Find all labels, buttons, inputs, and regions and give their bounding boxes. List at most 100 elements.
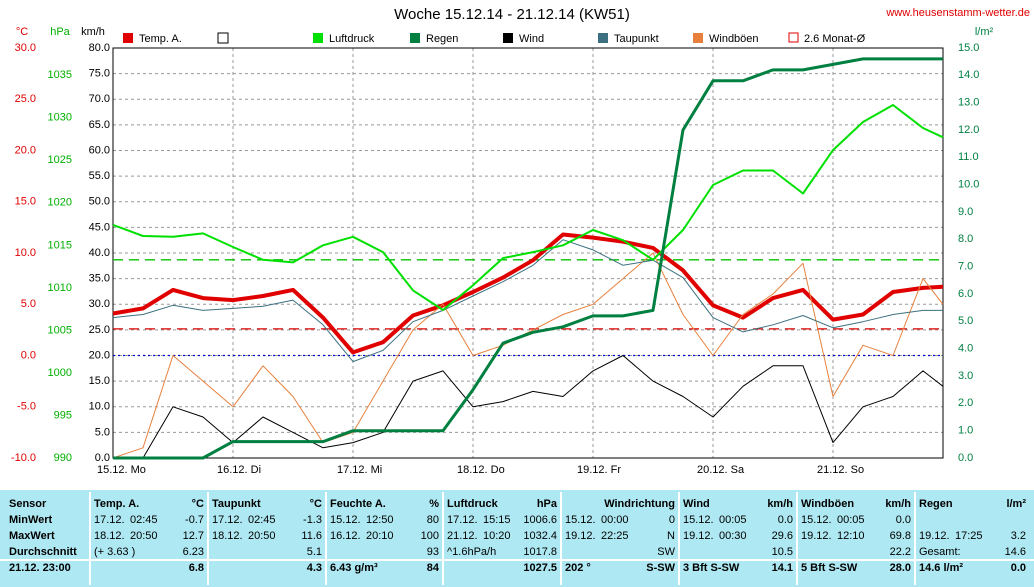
table-cell: Feuchte A. — [330, 498, 386, 510]
legend-label: Temp. A. — [139, 33, 182, 45]
table-cell: -1.3 — [303, 514, 322, 526]
legend-swatch — [410, 33, 420, 43]
table-cell: 5.1 — [307, 546, 322, 558]
axis-unit: °C — [16, 26, 28, 38]
legend-swatch — [313, 33, 323, 43]
table-cell: 15.12. — [330, 514, 361, 526]
series-line — [112, 252, 944, 459]
x-tick-label: 18.12. Do — [457, 464, 505, 476]
y-tick-label: 1025 — [48, 154, 72, 166]
table-cell: 0.0 — [1011, 562, 1026, 574]
table-cell: 0.0 — [896, 514, 911, 526]
table-cell: 0.0 — [778, 514, 793, 526]
legend-swatch — [598, 33, 608, 43]
table-cell: 17.12. — [94, 514, 125, 526]
y-tick-label: 25.0 — [15, 93, 36, 105]
y-tick-label: 15.0 — [89, 375, 110, 387]
y-tick-label: -10.0 — [11, 452, 36, 464]
table-cell: 00:05 — [719, 514, 747, 526]
y-tick-label: 0.0 — [958, 452, 973, 464]
y-tick-label: 1005 — [48, 324, 72, 336]
axis-unit: l/m² — [975, 26, 994, 38]
y-tick-label: 25.0 — [89, 324, 110, 336]
x-tick-label: 15.12. Mo — [97, 464, 146, 476]
table-cell: 22.2 — [890, 546, 911, 558]
y-tick-label: 0.0 — [21, 349, 36, 361]
table-cell: °C — [310, 498, 322, 510]
y-tick-label: 1000 — [48, 367, 72, 379]
table-cell: 14.6 l/m² — [919, 562, 963, 574]
y-tick-label: 995 — [54, 409, 72, 421]
table-cell: 02:45 — [130, 514, 158, 526]
table-cell: 12.7 — [183, 530, 204, 542]
table-bg — [0, 490, 1034, 587]
legend-swatch — [123, 33, 133, 43]
table-cell: 5 Bft S-SW — [801, 562, 858, 574]
y-tick-label: 20.0 — [89, 349, 110, 361]
table-cell: 19.12. — [565, 530, 596, 542]
y-tick-label: 1010 — [48, 282, 72, 294]
table-cell: Regen — [919, 498, 953, 510]
table-cell: 1006.6 — [523, 514, 557, 526]
table-cell: 17:25 — [955, 530, 983, 542]
table-cell: Gesamt: — [919, 546, 961, 558]
y-tick-label: 45.0 — [89, 221, 110, 233]
table-cell: Wind — [683, 498, 710, 510]
legend-label: Regen — [426, 33, 458, 45]
legend-swatch — [503, 33, 513, 43]
table-cell: 17.12. — [447, 514, 478, 526]
axis-unit: hPa — [50, 26, 70, 38]
y-tick-label: 1.0 — [958, 425, 973, 437]
y-tick-label: 65.0 — [89, 119, 110, 131]
table-cell: Windrichtung — [604, 498, 675, 510]
legend-label: 2.6 Monat-Ø — [804, 33, 866, 45]
table-cell: 10:20 — [483, 530, 511, 542]
table-cell: 15:15 — [483, 514, 511, 526]
table-cell: 17.12. — [212, 514, 243, 526]
table-cell: 19.12. — [801, 530, 832, 542]
table-cell: 14.1 — [772, 562, 793, 574]
y-tick-label: 5.0 — [21, 298, 36, 310]
table-cell: 02:45 — [248, 514, 276, 526]
y-tick-label: 10.0 — [15, 247, 36, 259]
source: www.heusenstamm-wetter.de — [885, 7, 1030, 19]
y-tick-label: 3.0 — [958, 370, 973, 382]
table-cell: 84 — [427, 562, 440, 574]
table-cell: S-SW — [646, 562, 675, 574]
y-tick-label: 30.0 — [89, 298, 110, 310]
y-tick-label: 11.0 — [958, 151, 979, 163]
table-cell: 11.6 — [301, 530, 322, 542]
series-line — [113, 355, 944, 459]
table-cell: 4.3 — [307, 562, 322, 574]
table-cell: 15.12. — [565, 514, 596, 526]
series-line — [112, 232, 944, 355]
y-tick-label: 2.0 — [958, 397, 973, 409]
table-cell: 80 — [427, 514, 439, 526]
y-tick-label: 1030 — [48, 112, 72, 124]
series-line — [112, 104, 944, 311]
y-tick-label: 20.0 — [15, 144, 36, 156]
table-cell: 21.12. 23:00 — [9, 562, 71, 574]
y-tick-label: 5.0 — [95, 426, 110, 438]
table-cell: 29.6 — [772, 530, 793, 542]
table-cell: 202 ° — [565, 562, 591, 574]
table-cell: l/m² — [1006, 498, 1026, 510]
table-cell: Luftdruck — [447, 498, 499, 510]
y-tick-label: 15.0 — [15, 196, 36, 208]
table-cell: 20:50 — [248, 530, 276, 542]
table-cell: Durchschnitt — [9, 546, 77, 558]
table-cell: 12:10 — [837, 530, 865, 542]
y-tick-label: 80.0 — [89, 42, 110, 54]
y-tick-label: 13.0 — [958, 97, 979, 109]
y-tick-label: 8.0 — [958, 233, 973, 245]
table-cell: 12:50 — [366, 514, 394, 526]
y-tick-label: 9.0 — [958, 206, 973, 218]
table-cell: 1027.5 — [523, 562, 557, 574]
legend-label: Windböen — [709, 33, 759, 45]
axis-unit: km/h — [81, 26, 105, 38]
table-cell: 28.0 — [890, 562, 911, 574]
table-cell: 100 — [421, 530, 439, 542]
table-cell: Temp. A. — [94, 498, 139, 510]
table-cell: MinWert — [9, 514, 53, 526]
